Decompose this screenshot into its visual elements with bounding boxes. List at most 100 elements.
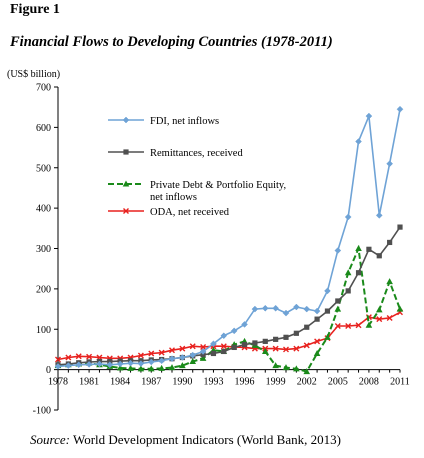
data-point-triangle (313, 349, 321, 356)
data-point-triangle (127, 364, 134, 371)
data-point-x (86, 353, 93, 360)
data-point-square (366, 246, 372, 252)
data-point-square (376, 253, 382, 259)
data-point-square (324, 308, 331, 314)
data-point-square (314, 316, 320, 322)
data-point-diamond (65, 362, 72, 369)
data-point-diamond (137, 360, 145, 367)
data-point-triangle (386, 278, 393, 285)
data-point-triangle (261, 347, 269, 354)
data-point-triangle (189, 358, 197, 365)
data-point-diamond (261, 304, 269, 312)
x-tick-label: 1984 (110, 377, 130, 388)
x-tick-label: 2002 (297, 377, 317, 388)
data-point-square (262, 338, 268, 344)
data-point-square (335, 298, 341, 304)
data-point-diamond (179, 354, 186, 361)
y-axis-unit-label: (US$ billion) (7, 69, 61, 80)
data-point-square (387, 239, 393, 246)
data-point-diamond (386, 160, 393, 168)
data-point-square (123, 149, 129, 155)
data-point-x (272, 345, 279, 352)
data-point-diamond (334, 247, 342, 254)
data-point-triangle (122, 180, 130, 187)
y-tick-label: 600 (36, 123, 51, 134)
data-point-diamond (189, 351, 197, 359)
data-point-x (65, 354, 72, 361)
y-tick-label: 500 (36, 163, 51, 174)
series-line (57, 109, 401, 368)
data-point-x (386, 314, 393, 321)
data-point-triangle (282, 364, 290, 371)
data-point-x (158, 349, 165, 356)
data-point-x (283, 346, 289, 353)
data-point-diamond (324, 287, 331, 295)
data-point-diamond (122, 116, 130, 124)
data-point-x (334, 323, 341, 330)
data-point-diamond (230, 327, 238, 335)
data-point-triangle (137, 365, 145, 372)
data-point-x (75, 353, 82, 360)
data-point-diamond (127, 359, 134, 367)
x-tick-label: 2005 (328, 377, 348, 388)
data-point-x (293, 345, 300, 352)
legend: FDI, net inflows Remittances, received Pri… (108, 116, 286, 218)
data-point-x (189, 343, 196, 350)
series-x (55, 309, 403, 363)
series-line (57, 244, 401, 373)
data-point-triangle (344, 269, 352, 276)
data-point-x (345, 323, 352, 330)
data-point-diamond (303, 305, 311, 313)
data-point-triangle (303, 368, 311, 375)
data-point-square (221, 348, 227, 355)
data-point-triangle (334, 305, 342, 312)
data-point-x (220, 343, 227, 350)
y-tick-label: 200 (36, 284, 51, 295)
data-point-x (137, 352, 144, 359)
data-point-diamond (158, 357, 165, 365)
x-tick-label: 2011 (390, 377, 410, 388)
series-line (57, 311, 401, 361)
data-point-triangle (158, 364, 165, 371)
data-point-square (293, 330, 299, 336)
data-point-x (169, 347, 175, 354)
series-line (57, 226, 401, 366)
data-point-x (314, 338, 321, 345)
data-point-triangle (272, 362, 279, 369)
x-tick-label: 1993 (203, 377, 223, 388)
data-point-triangle (324, 333, 331, 340)
data-point-square (345, 288, 351, 294)
figure-label: Figure 1 (10, 2, 60, 17)
y-tick-label: 100 (36, 325, 51, 336)
y-tick-label: 700 (36, 83, 51, 94)
x-tick-label: 1978 (48, 377, 68, 388)
y-tick-label: 0 (46, 365, 51, 376)
source-lead: Source: (30, 432, 70, 447)
data-point-diamond (282, 309, 290, 317)
data-point-x (355, 322, 362, 329)
data-point-square (283, 334, 289, 340)
data-point-x (303, 342, 310, 349)
data-point-triangle (365, 321, 373, 328)
data-point-triangle (199, 354, 207, 361)
data-point-square (231, 344, 237, 351)
y-tick-label: 300 (36, 244, 51, 255)
data-point-square (252, 340, 258, 346)
data-point-diamond (396, 105, 404, 113)
data-point-x (376, 316, 383, 323)
data-point-diamond (344, 213, 352, 221)
data-point-triangle (293, 365, 300, 372)
data-point-diamond (293, 303, 300, 311)
data-point-triangle (116, 364, 124, 371)
data-point-diamond (75, 361, 83, 369)
data-point-x (179, 345, 186, 352)
data-point-diamond (375, 212, 383, 219)
data-point-x (200, 344, 207, 351)
data-point-x (55, 356, 61, 363)
data-point-diamond (251, 305, 259, 313)
data-point-diamond (272, 304, 279, 312)
data-point-diamond (54, 363, 62, 370)
data-point-diamond (365, 112, 373, 120)
legend-entry-label: Remittances, received (150, 148, 243, 159)
